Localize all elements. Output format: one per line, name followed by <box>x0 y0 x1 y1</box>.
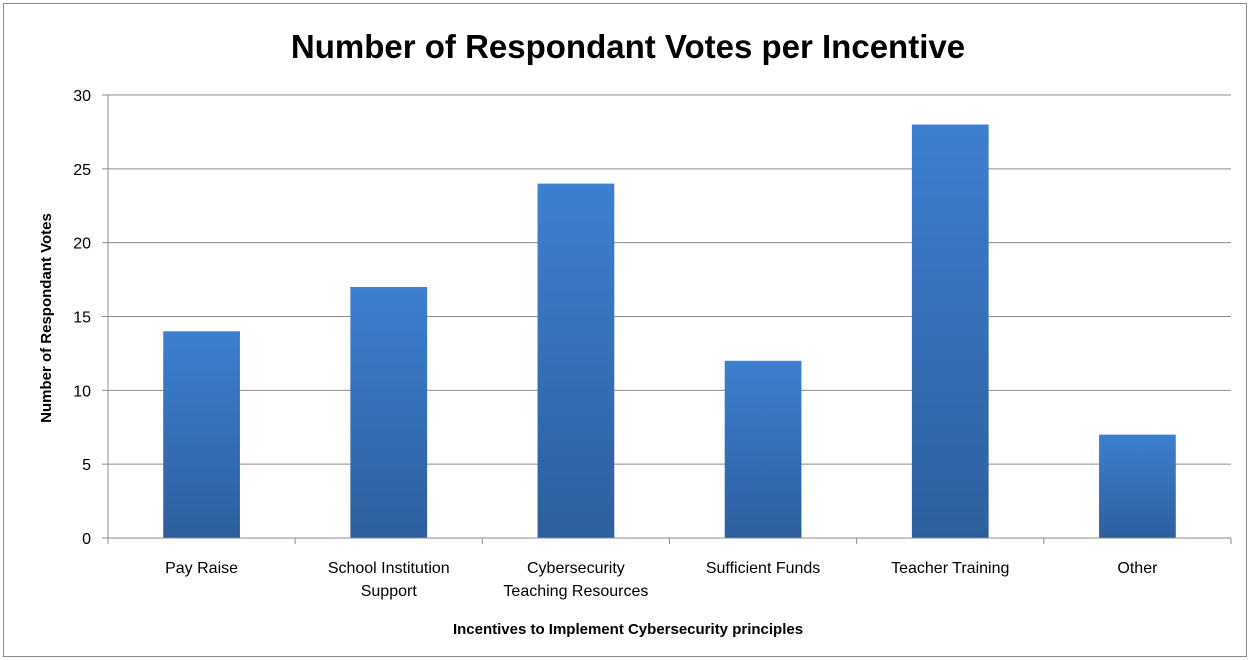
x-tick-label: Other <box>1117 560 1158 577</box>
x-tick-label: Pay Raise <box>165 560 238 577</box>
x-tick-label: Cybersecurity <box>527 560 625 577</box>
x-tick-label: Teaching Resources <box>503 583 648 600</box>
x-tick-label: Sufficient Funds <box>706 560 820 577</box>
y-tick-label: 10 <box>73 383 91 400</box>
bar <box>537 183 615 538</box>
grid-lines <box>108 94 1231 465</box>
bar <box>1099 434 1176 538</box>
x-axis-ticks: Pay Raise School Institution Support Cybers… <box>107 538 1232 600</box>
y-tick-label: 30 <box>73 88 91 105</box>
x-tick-label: Teacher Training <box>891 560 1009 577</box>
bar <box>163 331 240 538</box>
bar <box>724 360 802 538</box>
chart-title: Number of Respondant Votes per Incentive <box>291 28 965 65</box>
bar <box>911 124 989 539</box>
y-tick-label: 15 <box>73 310 91 327</box>
y-tick-label: 25 <box>73 162 91 179</box>
y-tick-label: 20 <box>73 236 91 253</box>
x-tick-label: Support <box>361 583 418 600</box>
x-tick-label: School Institution <box>328 560 450 577</box>
y-axis-title: Number of Respondant Votes <box>38 213 55 423</box>
chart-frame <box>3 3 1247 657</box>
bar <box>350 286 428 538</box>
y-tick-label: 0 <box>82 531 91 548</box>
y-axis-ticks: 0 5 10 15 20 25 30 <box>73 88 108 548</box>
bars <box>163 124 1176 539</box>
y-tick-label: 5 <box>82 457 91 474</box>
x-axis-title: Incentives to Implement Cybersecurity pr… <box>453 621 803 638</box>
